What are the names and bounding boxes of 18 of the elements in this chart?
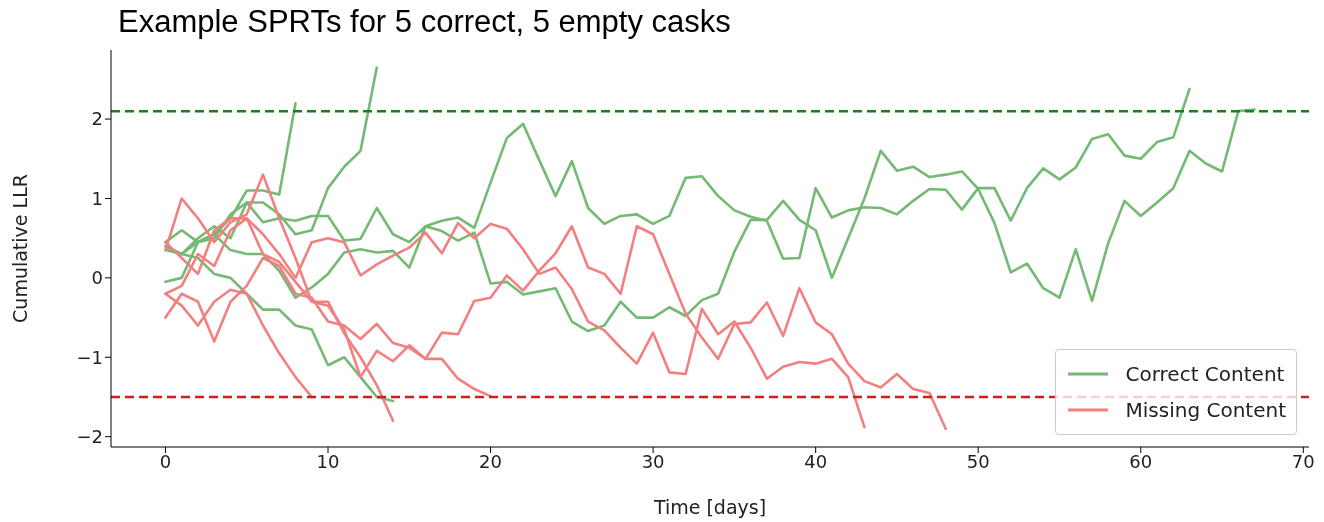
y-tick-label: 1 (91, 187, 103, 209)
y-tick-label: 2 (91, 108, 103, 130)
x-tick-label: 0 (159, 450, 172, 472)
y-tick-label: 0 (91, 267, 103, 289)
x-tick-label: 60 (1129, 450, 1153, 472)
y-axis-title: Cumulative LLR (8, 174, 31, 323)
y-tick-label: −1 (76, 346, 103, 368)
x-tick-label: 70 (1291, 450, 1315, 472)
x-axis-title: Time [days] (652, 496, 767, 518)
x-tick-label: 20 (479, 450, 503, 472)
x-tick-label: 50 (966, 450, 990, 472)
legend-label: Missing Content (1125, 398, 1286, 422)
y-tick-label: −2 (76, 426, 103, 448)
x-tick-label: 10 (316, 450, 340, 472)
chart-title: Example SPRTs for 5 correct, 5 empty casks (118, 4, 731, 40)
x-tick-label: 40 (804, 450, 828, 472)
x-tick-label: 30 (641, 450, 665, 472)
legend-label: Correct Content (1125, 362, 1285, 386)
